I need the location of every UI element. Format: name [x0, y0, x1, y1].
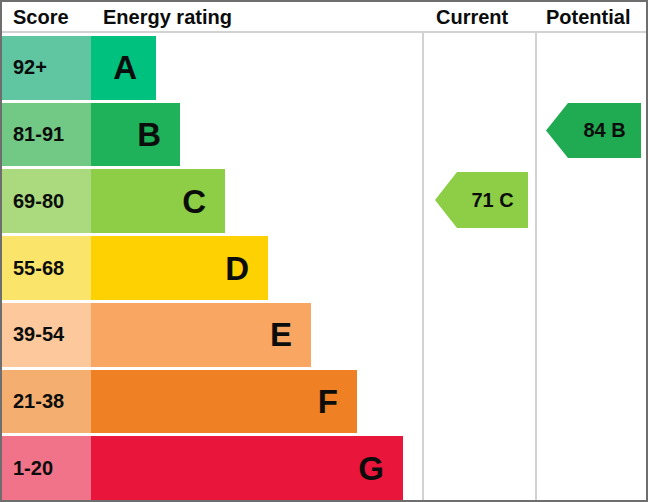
rating-letter-d: D: [225, 252, 249, 285]
score-range-cell-d: 55-68: [2, 236, 91, 300]
rating-bar-g: G: [91, 436, 403, 500]
column-header-score: Score: [13, 2, 69, 32]
rating-letter-a: A: [113, 51, 137, 84]
rating-bar-d: D: [91, 236, 268, 300]
band-row-a: 92+ A: [2, 36, 646, 103]
score-range-cell-a: 92+: [2, 36, 91, 100]
rating-letter-f: F: [318, 385, 338, 418]
rating-letter-e: E: [270, 318, 292, 351]
rating-letter-c: C: [182, 185, 206, 218]
band-row-b: 81-91 B: [2, 103, 646, 170]
rating-letter-g: G: [358, 452, 384, 485]
score-range-cell-f: 21-38: [2, 370, 91, 434]
current-rating-label: 71 C: [471, 189, 513, 212]
score-range-label-d: 55-68: [13, 257, 64, 280]
score-range-label-c: 69-80: [13, 190, 64, 213]
band-row-c: 69-80 C: [2, 169, 646, 236]
band-rows: 92+ A 81-91 B 69-80 C 55-68: [2, 36, 646, 500]
band-row-e: 39-54 E: [2, 303, 646, 370]
band-row-f: 21-38 F: [2, 370, 646, 437]
rating-bar-b: B: [91, 103, 180, 167]
rating-letter-b: B: [137, 118, 161, 151]
band-row-d: 55-68 D: [2, 236, 646, 303]
column-header-potential: Potential: [546, 2, 630, 32]
score-range-cell-c: 69-80: [2, 169, 91, 233]
score-range-cell-g: 1-20: [2, 436, 91, 500]
rating-bar-f: F: [91, 370, 357, 434]
potential-rating-label: 84 B: [583, 119, 625, 142]
rating-bar-c: C: [91, 169, 225, 233]
column-header-current: Current: [436, 2, 508, 32]
rating-bar-e: E: [91, 303, 311, 367]
epc-rating-chart: Score Energy rating Current Potential 92…: [0, 0, 648, 502]
rating-bar-a: A: [91, 36, 156, 100]
band-row-g: 1-20 G: [2, 436, 646, 500]
column-header-energy-rating: Energy rating: [103, 2, 232, 32]
score-range-label-e: 39-54: [13, 323, 64, 346]
score-range-cell-e: 39-54: [2, 303, 91, 367]
score-range-label-g: 1-20: [13, 457, 53, 480]
score-range-label-a: 92+: [13, 56, 47, 79]
score-range-label-f: 21-38: [13, 390, 64, 413]
score-range-cell-b: 81-91: [2, 103, 91, 167]
chart-header: Score Energy rating Current Potential: [2, 2, 646, 33]
score-range-label-b: 81-91: [13, 123, 64, 146]
